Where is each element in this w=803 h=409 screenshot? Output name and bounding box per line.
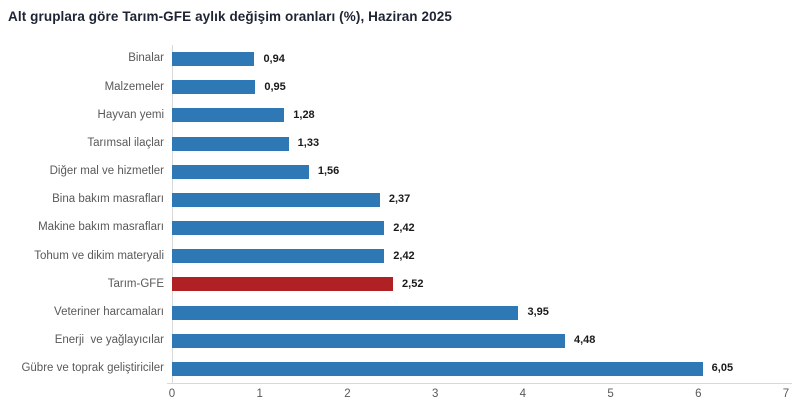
category-label: Veteriner harcamaları — [54, 305, 164, 318]
bar — [172, 277, 394, 292]
value-label: 1,56 — [317, 165, 340, 178]
bar — [172, 164, 309, 179]
category-label: Binalar — [128, 52, 164, 65]
plot-area: Binalar 0,94 Malzemeler 0,95 Hayvan yemi… — [0, 45, 786, 383]
category-label: Tarımsal ilaçlar — [87, 136, 164, 149]
bar — [172, 52, 255, 67]
bar-track: 2,42 — [172, 214, 786, 242]
bar-row: Malzemeler 0,95 — [0, 73, 786, 101]
bar-row: Enerji ve yağlayıcılar 4,48 — [0, 327, 786, 355]
value-label: 3,95 — [527, 306, 549, 319]
bar-row-highlight: Tarım-GFE 2,52 — [0, 270, 786, 298]
x-tick-label: 1 — [256, 388, 263, 400]
category-label: Makine bakım masrafları — [38, 221, 164, 234]
x-tick-label: 5 — [607, 388, 614, 400]
bar — [172, 249, 385, 264]
bar-track: 1,28 — [172, 101, 786, 129]
category-label: Diğer mal ve hizmetler — [49, 165, 164, 178]
x-tick-label: 6 — [695, 388, 702, 400]
bar — [172, 333, 565, 348]
bar — [172, 136, 289, 151]
bar-row: Tohum ve dikim materyali 2,42 — [0, 242, 786, 270]
bar-track: 1,33 — [172, 130, 786, 158]
value-label: 2,52 — [402, 277, 424, 290]
bar — [172, 80, 256, 95]
bar-track: 2,42 — [172, 242, 786, 270]
bar-row: Veteriner harcamaları 3,95 — [0, 299, 786, 327]
chart-title: Alt gruplara göre Tarım-GFE aylık değişi… — [8, 9, 452, 24]
bar — [172, 305, 519, 320]
bar-row: Hayvan yemi 1,28 — [0, 101, 786, 129]
bar-row: Binalar 0,94 — [0, 45, 786, 73]
x-tick-label: 7 — [782, 388, 790, 400]
value-label: 2,42 — [393, 221, 415, 234]
bar — [172, 108, 285, 123]
value-label: 2,42 — [393, 249, 415, 262]
value-label: 4,48 — [573, 334, 596, 347]
bar-row: Makine bakım masrafları 2,42 — [0, 214, 786, 242]
bar — [172, 192, 380, 207]
bar-row: Bina bakım masrafları 2,37 — [0, 186, 786, 214]
bar-track: 0,94 — [172, 45, 786, 73]
bar — [172, 361, 703, 376]
value-label: 1,28 — [293, 108, 315, 121]
bar-row: Diğer mal ve hizmetler 1,56 — [0, 158, 786, 186]
category-label: Gübre ve toprak geliştiriciler — [21, 362, 164, 375]
category-label: Hayvan yemi — [97, 108, 164, 121]
y-axis-line — [172, 45, 173, 384]
value-label: 0,94 — [263, 52, 285, 65]
bar-track: 2,52 — [172, 270, 786, 298]
category-label: Enerji ve yağlayıcılar — [54, 334, 164, 347]
bar-track: 0,95 — [172, 73, 786, 101]
bar-track: 6,05 — [172, 355, 786, 383]
value-label: 2,37 — [388, 193, 411, 206]
category-label: Bina bakım masrafları — [52, 193, 164, 206]
value-label: 1,33 — [297, 137, 320, 150]
x-axis-line — [167, 383, 792, 384]
category-label: Tarım-GFE — [107, 277, 164, 290]
value-label: 6,05 — [711, 362, 734, 375]
x-axis: 0 1 2 3 4 5 6 7 — [168, 388, 790, 404]
x-tick-label: 2 — [344, 388, 351, 400]
bar-track: 3,95 — [172, 299, 786, 327]
bar-track: 2,37 — [172, 186, 786, 214]
category-label: Malzemeler — [104, 80, 164, 93]
bar — [172, 221, 385, 236]
x-tick-label: 0 — [168, 388, 176, 400]
bar-row: Gübre ve toprak geliştiriciler 6,05 — [0, 355, 786, 383]
x-tick-label: 3 — [431, 388, 439, 400]
bar-row: Tarımsal ilaçlar 1,33 — [0, 130, 786, 158]
bar-track: 4,48 — [172, 327, 786, 355]
category-label: Tohum ve dikim materyali — [34, 249, 164, 262]
x-tick-label: 4 — [519, 388, 527, 400]
bar-track: 1,56 — [172, 158, 786, 186]
value-label: 0,95 — [264, 80, 286, 93]
